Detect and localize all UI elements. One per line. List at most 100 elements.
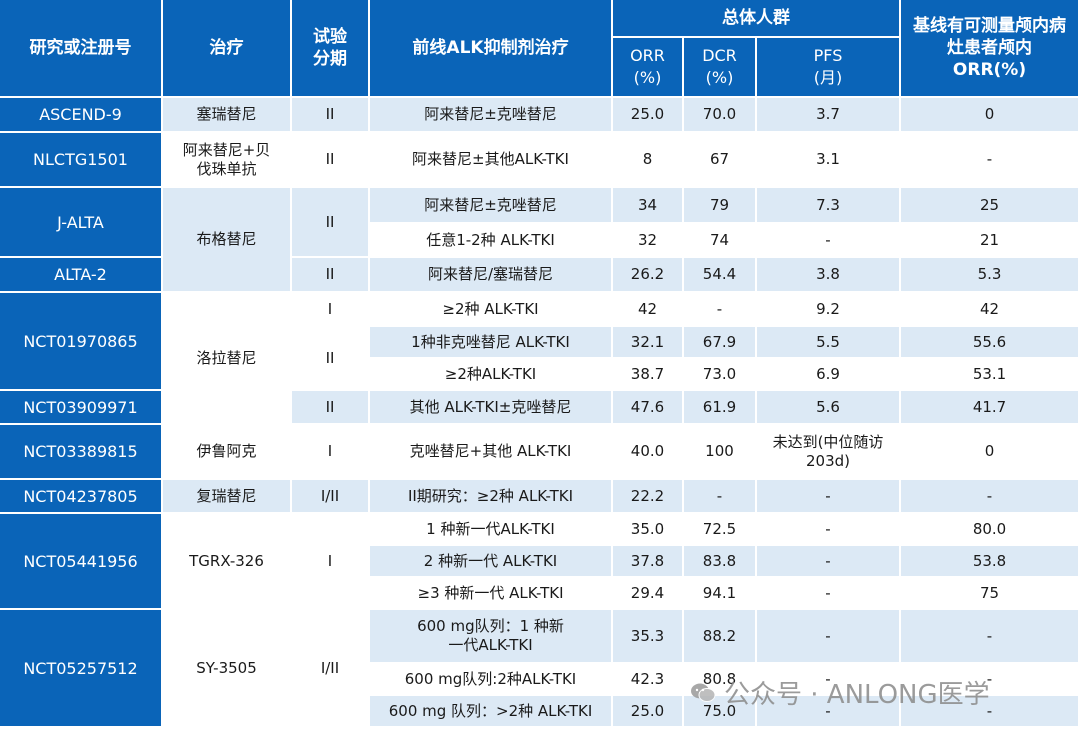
- study-id-cell: NCT05257512: [0, 610, 163, 728]
- table-row: J-ALTA 布格替尼 II 阿来替尼±克唑替尼 34 79 7.3 25: [0, 188, 1080, 293]
- orr-cell: 29.4: [613, 578, 684, 610]
- prior-alk-cell: 克唑替尼+其他 ALK-TKI: [370, 425, 613, 480]
- watermark: 公众号 · ANLONG医学: [690, 672, 990, 712]
- pfs-cell: -: [757, 224, 902, 258]
- study-id-cell: NCT01970865: [0, 293, 163, 391]
- phase-cell: I/II: [292, 480, 370, 514]
- orr-cell: 35.3: [613, 610, 684, 664]
- intracranial-orr-cell: 25: [901, 188, 1080, 224]
- orr-cell: 34: [613, 188, 684, 224]
- prior-alk-cell: 600 mg队列:2种ALK-TKI: [370, 664, 613, 696]
- orr-cell: 40.0: [613, 425, 684, 480]
- intracranial-orr-cell: 0: [901, 425, 1080, 480]
- prior-alk-cell: 600 mg队列：1 种新一代ALK-TKI: [370, 610, 613, 664]
- header-orr: ORR (%): [613, 38, 684, 98]
- table-row: ASCEND-9 塞瑞替尼 II 阿来替尼±克唑替尼 25.0 70.0 3.7…: [0, 98, 1080, 133]
- intracranial-orr-cell: 80.0: [901, 514, 1080, 546]
- header-study-id: 研究或注册号: [0, 0, 163, 98]
- orr-cell: 25.0: [613, 98, 684, 133]
- intracranial-orr-cell: -: [901, 696, 1080, 728]
- pfs-cell: 6.9: [757, 359, 902, 391]
- pfs-cell: -: [757, 610, 902, 664]
- dcr-cell: 75.0: [684, 696, 757, 728]
- dcr-cell: 88.2: [684, 610, 757, 664]
- dcr-cell: 67: [684, 133, 757, 188]
- prior-alk-cell: 其他 ALK-TKI±克唑替尼: [370, 391, 613, 425]
- phase-cell: II: [292, 188, 370, 258]
- treatment-cell: SY-3505: [163, 610, 292, 728]
- phase-cell: II: [292, 327, 370, 391]
- table-row: ≥2种ALK-TKI 38.7 73.0 6.9 53.1: [0, 359, 1080, 391]
- treatment-cell: 布格替尼: [163, 188, 292, 293]
- orr-cell: 38.7: [613, 359, 684, 391]
- phase-cell: I: [292, 425, 370, 480]
- phase-cell: II: [292, 258, 370, 293]
- orr-cell: 32.1: [613, 327, 684, 359]
- orr-cell: 37.8: [613, 546, 684, 578]
- prior-alk-cell: ≥3 种新一代 ALK-TKI: [370, 578, 613, 610]
- header-pfs: PFS (月): [757, 38, 902, 98]
- pfs-cell: 3.1: [757, 133, 902, 188]
- table-row: NCT03389815 伊鲁阿克 I 克唑替尼+其他 ALK-TKI 40.0 …: [0, 425, 1080, 480]
- treatment-cell: 塞瑞替尼: [163, 98, 292, 133]
- table-row: ALTA-2 II 阿来替尼/塞瑞替尼 26.2 54.4 3.8 5.3: [0, 258, 1080, 293]
- dcr-cell: -: [684, 480, 757, 514]
- dcr-cell: 79: [684, 188, 757, 224]
- pfs-cell: -: [757, 696, 902, 728]
- phase-cell: II: [292, 98, 370, 133]
- prior-alk-cell: ≥2种ALK-TKI: [370, 359, 613, 391]
- pfs-cell: 7.3: [757, 188, 902, 224]
- dcr-cell: 74: [684, 224, 757, 258]
- intracranial-orr-cell: -: [901, 133, 1080, 188]
- prior-alk-cell: 600 mg 队列：>2种 ALK-TKI: [370, 696, 613, 728]
- dcr-cell: 54.4: [684, 258, 757, 293]
- pfs-cell: -: [757, 578, 902, 610]
- orr-cell: 25.0: [613, 696, 684, 728]
- prior-alk-cell: 1种非克唑替尼 ALK-TKI: [370, 327, 613, 359]
- dcr-cell: 61.9: [684, 391, 757, 425]
- treatment-cell: 伊鲁阿克: [163, 425, 292, 480]
- table-row: ≥3 种新一代 ALK-TKI 29.4 94.1 - 75: [0, 578, 1080, 610]
- study-id-cell: NCT03909971: [0, 391, 163, 425]
- treatment-cell: TGRX-326: [163, 514, 292, 610]
- orr-cell: 47.6: [613, 391, 684, 425]
- phase-cell: I: [292, 514, 370, 610]
- header-dcr: DCR (%): [684, 38, 757, 98]
- intracranial-orr-cell: 5.3: [901, 258, 1080, 293]
- treatment-cell: 复瑞替尼: [163, 480, 292, 514]
- prior-alk-cell: 阿来替尼±其他ALK-TKI: [370, 133, 613, 188]
- pfs-cell: 3.7: [757, 98, 902, 133]
- table-row: 600 mg队列:2种ALK-TKI 42.3 80.8 - -: [0, 664, 1080, 696]
- intracranial-orr-cell: 0: [901, 98, 1080, 133]
- orr-cell: 42: [613, 293, 684, 327]
- orr-cell: 26.2: [613, 258, 684, 293]
- intracranial-orr-cell: 53.8: [901, 546, 1080, 578]
- table-row: NCT05441956 TGRX-326 I 1 种新一代ALK-TKI 35.…: [0, 514, 1080, 610]
- table-row: 600 mg 队列：>2种 ALK-TKI 25.0 75.0 - -: [0, 696, 1080, 728]
- orr-cell: 42.3: [613, 664, 684, 696]
- treatment-cell: 洛拉替尼: [163, 293, 292, 425]
- phase-cell: II: [292, 133, 370, 188]
- dcr-cell: 83.8: [684, 546, 757, 578]
- header-intracranial-orr: 基线有可测量颅内病灶患者颅内ORR(%): [901, 0, 1080, 98]
- header-overall-population: 总体人群: [613, 0, 902, 38]
- pfs-cell: -: [757, 480, 902, 514]
- orr-cell: 32: [613, 224, 684, 258]
- prior-alk-cell: 阿来替尼±克唑替尼: [370, 188, 613, 224]
- pfs-cell: 未达到(中位随访203d): [757, 425, 902, 480]
- intracranial-orr-cell: 42: [901, 293, 1080, 327]
- pfs-cell: 9.2: [757, 293, 902, 327]
- dcr-cell: 72.5: [684, 514, 757, 546]
- dcr-cell: 94.1: [684, 578, 757, 610]
- pfs-cell: 5.5: [757, 327, 902, 359]
- header-phase: 试验分期: [292, 0, 370, 98]
- dcr-cell: 70.0: [684, 98, 757, 133]
- dcr-cell: 67.9: [684, 327, 757, 359]
- dcr-cell: 73.0: [684, 359, 757, 391]
- prior-alk-cell: II期研究：≥2种 ALK-TKI: [370, 480, 613, 514]
- study-id-cell: NLCTG1501: [0, 133, 163, 188]
- wechat-icon: [690, 681, 716, 703]
- table-row: 2 种新一代 ALK-TKI 37.8 83.8 - 53.8: [0, 546, 1080, 578]
- watermark-text: 公众号 · ANLONG医学: [724, 679, 990, 710]
- pfs-cell: -: [757, 546, 902, 578]
